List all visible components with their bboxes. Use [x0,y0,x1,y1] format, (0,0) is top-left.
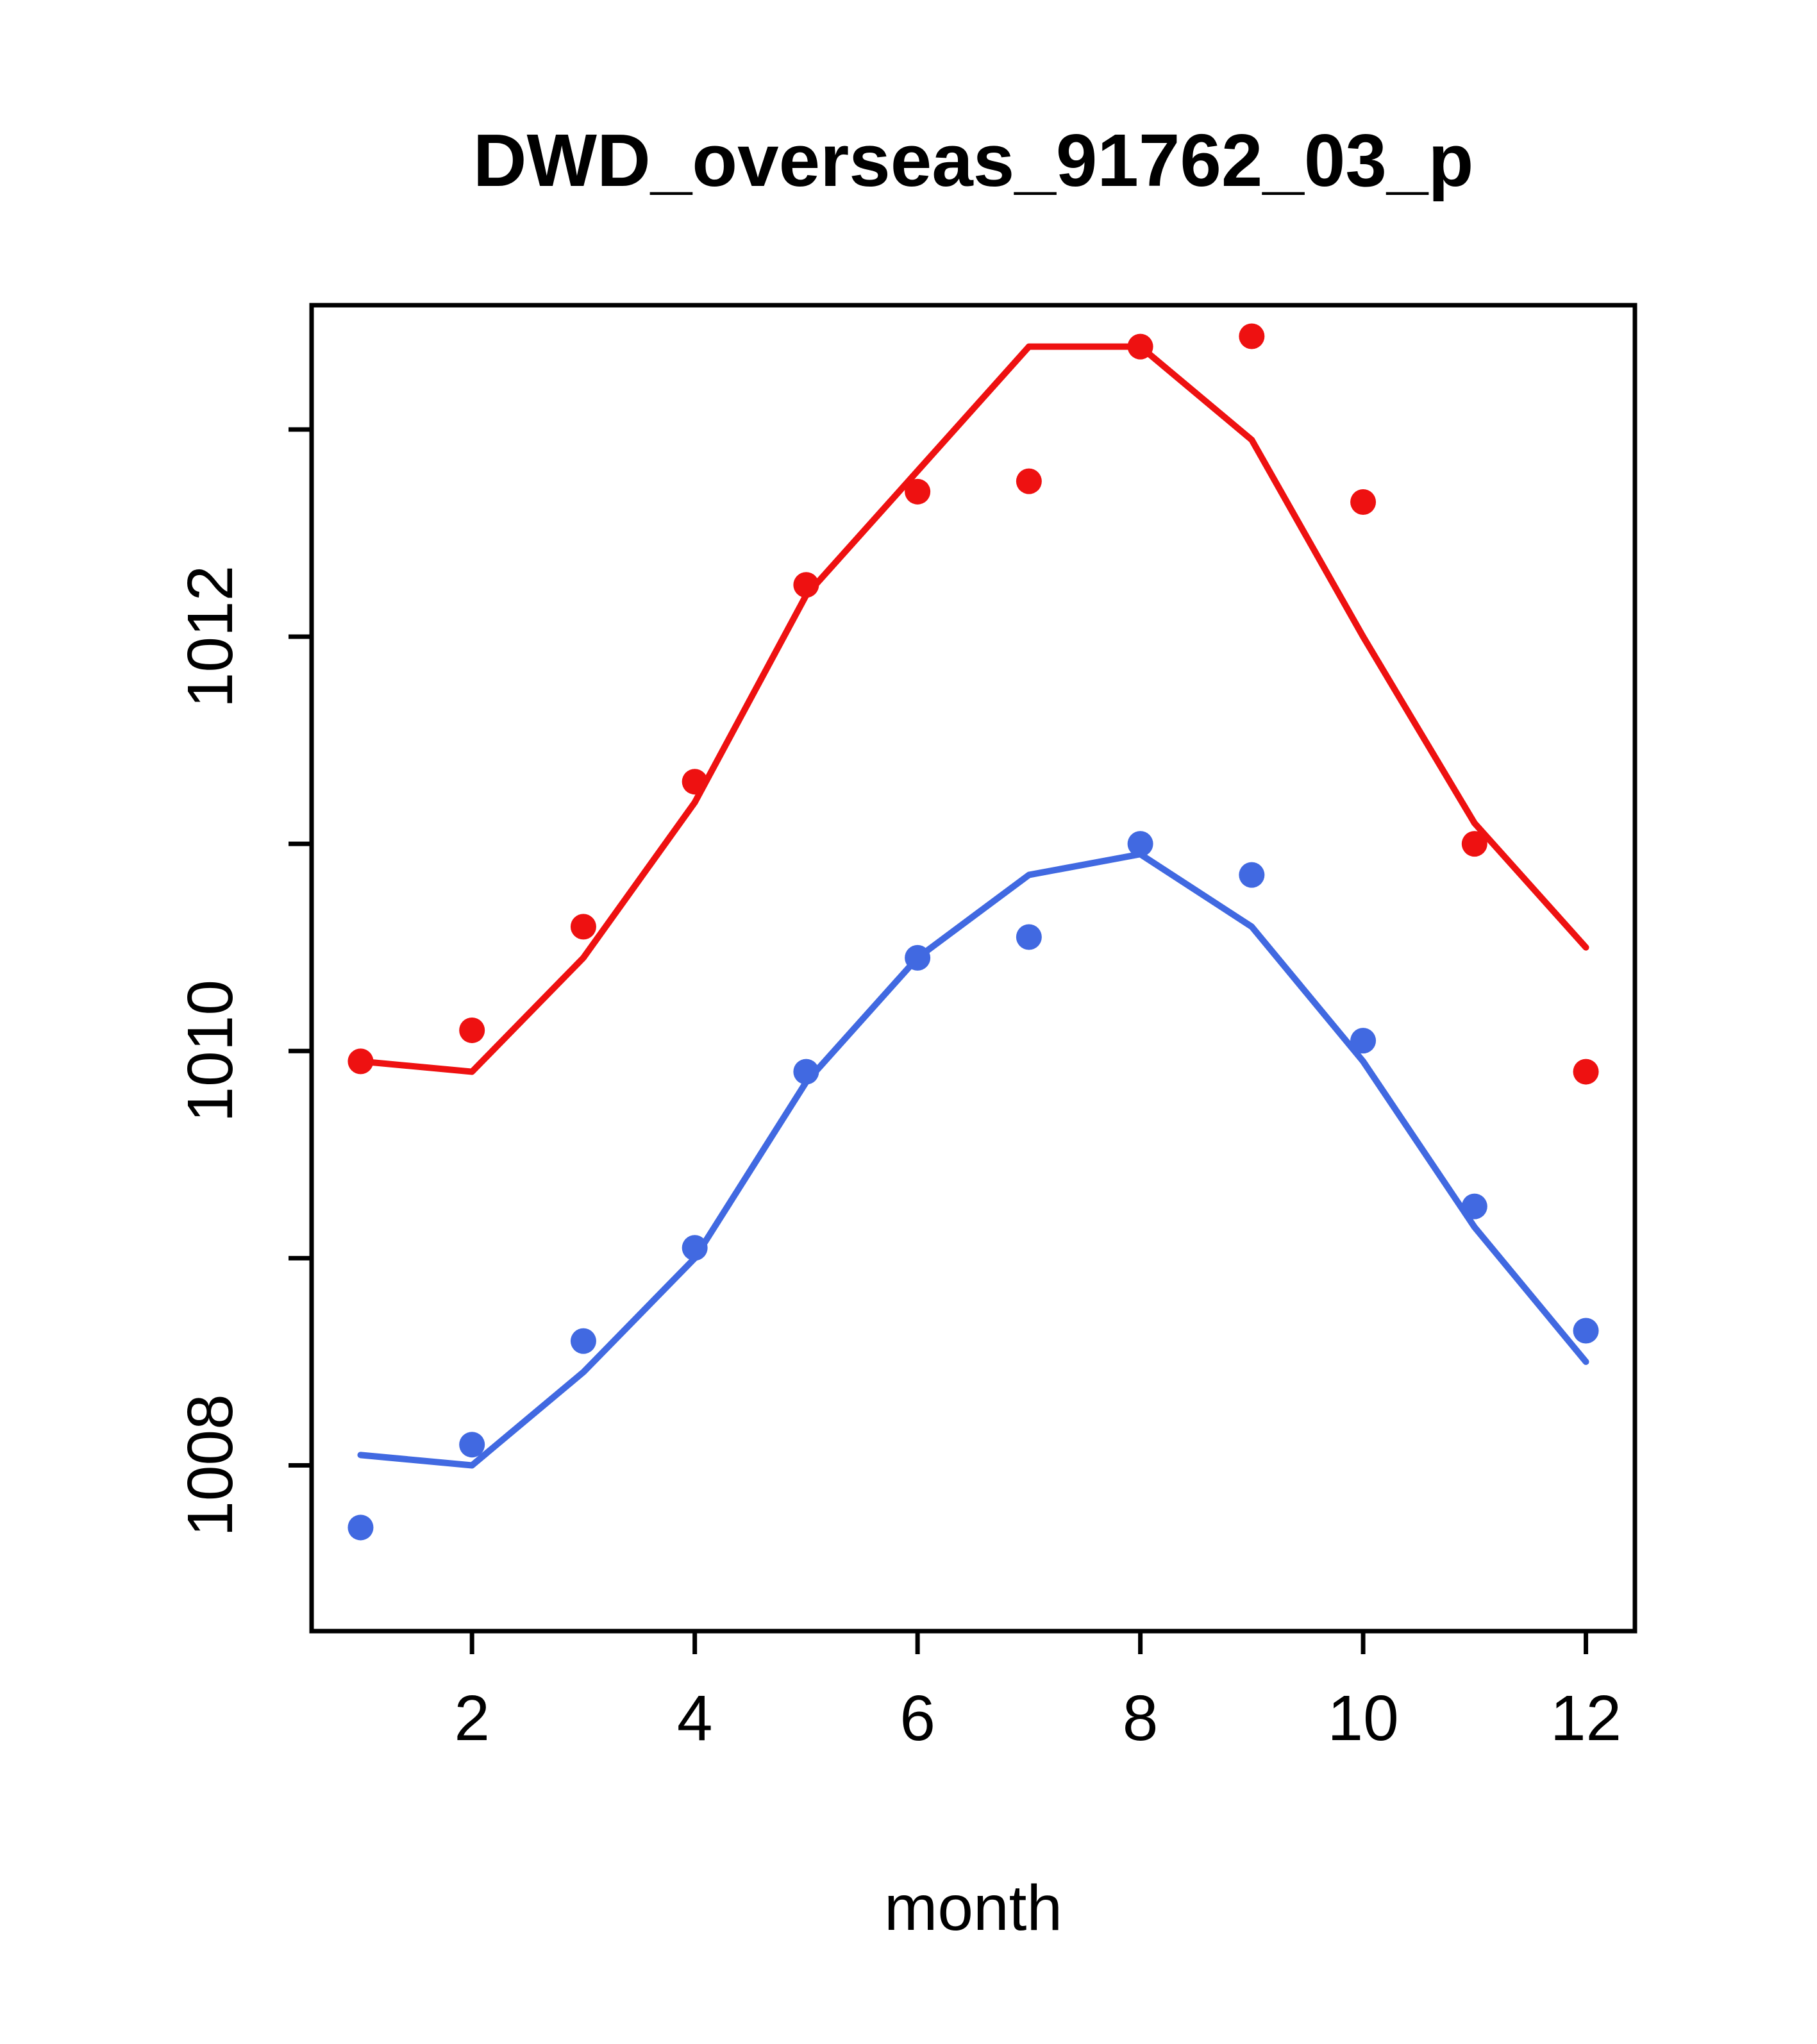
blue-points-observed-marker [905,944,931,971]
blue-points-observed-marker [459,1432,485,1458]
red-points-observed-marker [1127,333,1153,360]
x-axis-tick-label: 10 [1327,1682,1398,1754]
plot-border [309,303,1637,1634]
blue-points-observed-marker [570,1328,596,1354]
blue-points-observed-marker [1461,1193,1487,1219]
red-points-observed-marker [459,1017,485,1043]
blue-points-observed-marker [793,1059,819,1085]
blue-points-observed-marker [1350,1028,1377,1054]
x-axis-tick-label: 4 [677,1682,713,1754]
x-axis-tick-label: 8 [1123,1682,1159,1754]
red-points-observed-marker [1350,489,1377,515]
red-points-observed-marker [570,914,596,940]
x-axis-label: month [884,1872,1062,1944]
blue-line-fit [357,851,1589,1469]
blue-points-observed-marker [682,1235,708,1261]
red-points-observed-marker [347,1048,374,1075]
red-points-observed-marker [1573,1059,1599,1085]
red-points-observed-marker [793,572,819,598]
red-line-fit [357,343,1589,1075]
blue-points-observed-marker [1016,924,1042,950]
blue-points-observed-marker [1239,862,1265,888]
x-axis-tick-label: 2 [454,1682,490,1754]
y-axis-tick-label: 1010 [174,980,246,1122]
y-axis-tick-label: 1012 [174,565,246,708]
red-points-observed-marker [682,769,708,795]
blue-points-observed-marker [347,1514,374,1541]
red-points-observed-marker [1016,468,1042,494]
y-axis-tick-label: 1008 [174,1394,246,1536]
blue-points-observed-marker [1127,831,1153,857]
blue-points-observed-marker [1573,1318,1599,1344]
x-axis-tick-label: 6 [900,1682,935,1754]
chart-title: DWD_overseas_91762_03_p [473,119,1474,202]
red-points-observed-marker [1239,323,1265,349]
red-points-observed-marker [1461,831,1487,857]
x-axis-tick-label: 12 [1550,1682,1621,1754]
red-points-observed-marker [905,478,931,505]
